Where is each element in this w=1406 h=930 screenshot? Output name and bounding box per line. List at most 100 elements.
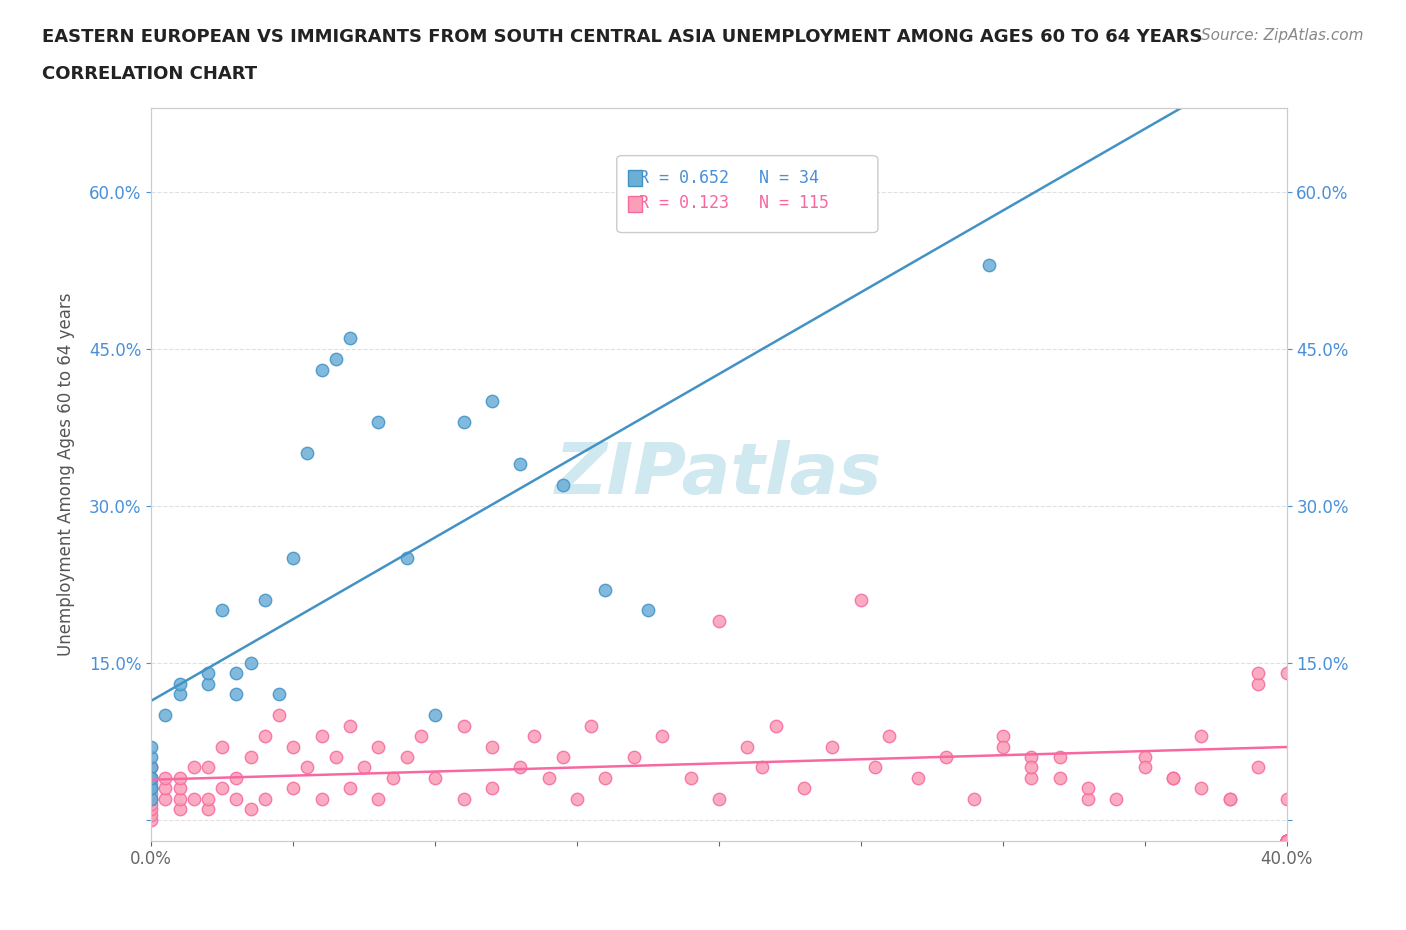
Bar — [628, 196, 641, 212]
Point — [481, 781, 503, 796]
Point — [623, 750, 645, 764]
Point — [339, 781, 361, 796]
Point — [141, 781, 163, 796]
Point — [453, 791, 475, 806]
Point — [253, 791, 276, 806]
Point — [267, 686, 290, 701]
Point — [551, 477, 574, 492]
Point — [381, 771, 404, 786]
Point — [141, 776, 163, 790]
Point — [1133, 760, 1156, 775]
Point — [1275, 833, 1298, 848]
Point — [1275, 833, 1298, 848]
Point — [751, 760, 773, 775]
Point — [283, 781, 305, 796]
Point — [595, 582, 617, 597]
Text: CORRELATION CHART: CORRELATION CHART — [42, 65, 257, 83]
Point — [1275, 666, 1298, 681]
Point — [453, 718, 475, 733]
Point — [935, 750, 957, 764]
Point — [283, 551, 305, 565]
Point — [141, 802, 163, 817]
Point — [197, 802, 219, 817]
Point — [239, 656, 262, 671]
Point — [1275, 833, 1298, 848]
Point — [1275, 833, 1298, 848]
Point — [169, 686, 191, 701]
Point — [169, 676, 191, 691]
Point — [1275, 833, 1298, 848]
Point — [141, 750, 163, 764]
Point — [141, 760, 163, 775]
Point — [225, 686, 247, 701]
Point — [737, 739, 759, 754]
Point — [523, 729, 546, 744]
Point — [141, 771, 163, 786]
Point — [1275, 833, 1298, 848]
Point — [765, 718, 787, 733]
Point — [849, 592, 872, 607]
Point — [991, 729, 1014, 744]
Point — [1161, 771, 1184, 786]
Point — [353, 760, 375, 775]
Point — [211, 781, 233, 796]
Point — [679, 771, 702, 786]
Point — [183, 760, 205, 775]
Point — [297, 446, 319, 461]
Point — [1049, 750, 1071, 764]
Point — [325, 750, 347, 764]
Point — [169, 781, 191, 796]
Point — [311, 791, 333, 806]
Point — [1275, 833, 1298, 848]
Point — [141, 739, 163, 754]
Point — [1019, 750, 1042, 764]
Point — [297, 760, 319, 775]
Point — [1077, 781, 1099, 796]
Point — [1275, 833, 1298, 848]
Point — [1275, 833, 1298, 848]
Point — [311, 729, 333, 744]
Point — [1275, 791, 1298, 806]
Point — [141, 781, 163, 796]
Text: ZIPatlas: ZIPatlas — [555, 440, 883, 509]
Point — [1275, 833, 1298, 848]
Point — [183, 791, 205, 806]
Text: R = 0.652   N = 34: R = 0.652 N = 34 — [640, 168, 820, 187]
Point — [1191, 781, 1213, 796]
Point — [453, 415, 475, 430]
Point — [1219, 791, 1241, 806]
Point — [1275, 833, 1298, 848]
Point — [169, 791, 191, 806]
Point — [141, 771, 163, 786]
Point — [253, 729, 276, 744]
Point — [409, 729, 432, 744]
Point — [1161, 771, 1184, 786]
Point — [579, 718, 602, 733]
Point — [1247, 666, 1270, 681]
Bar — [628, 170, 641, 186]
Point — [225, 666, 247, 681]
Point — [1275, 833, 1298, 848]
Point — [211, 739, 233, 754]
Point — [155, 781, 177, 796]
Point — [1049, 771, 1071, 786]
Point — [395, 551, 418, 565]
Point — [141, 797, 163, 812]
Point — [1275, 833, 1298, 848]
Point — [169, 802, 191, 817]
Point — [1191, 729, 1213, 744]
Point — [651, 729, 673, 744]
Point — [169, 771, 191, 786]
Point — [339, 718, 361, 733]
Point — [481, 739, 503, 754]
Point — [367, 739, 389, 754]
Point — [637, 603, 659, 618]
Point — [509, 457, 531, 472]
Point — [253, 592, 276, 607]
Point — [1275, 833, 1298, 848]
Point — [367, 415, 389, 430]
Point — [863, 760, 886, 775]
Point — [707, 614, 730, 629]
Text: EASTERN EUROPEAN VS IMMIGRANTS FROM SOUTH CENTRAL ASIA UNEMPLOYMENT AMONG AGES 6: EASTERN EUROPEAN VS IMMIGRANTS FROM SOUT… — [42, 28, 1202, 46]
Point — [1275, 833, 1298, 848]
